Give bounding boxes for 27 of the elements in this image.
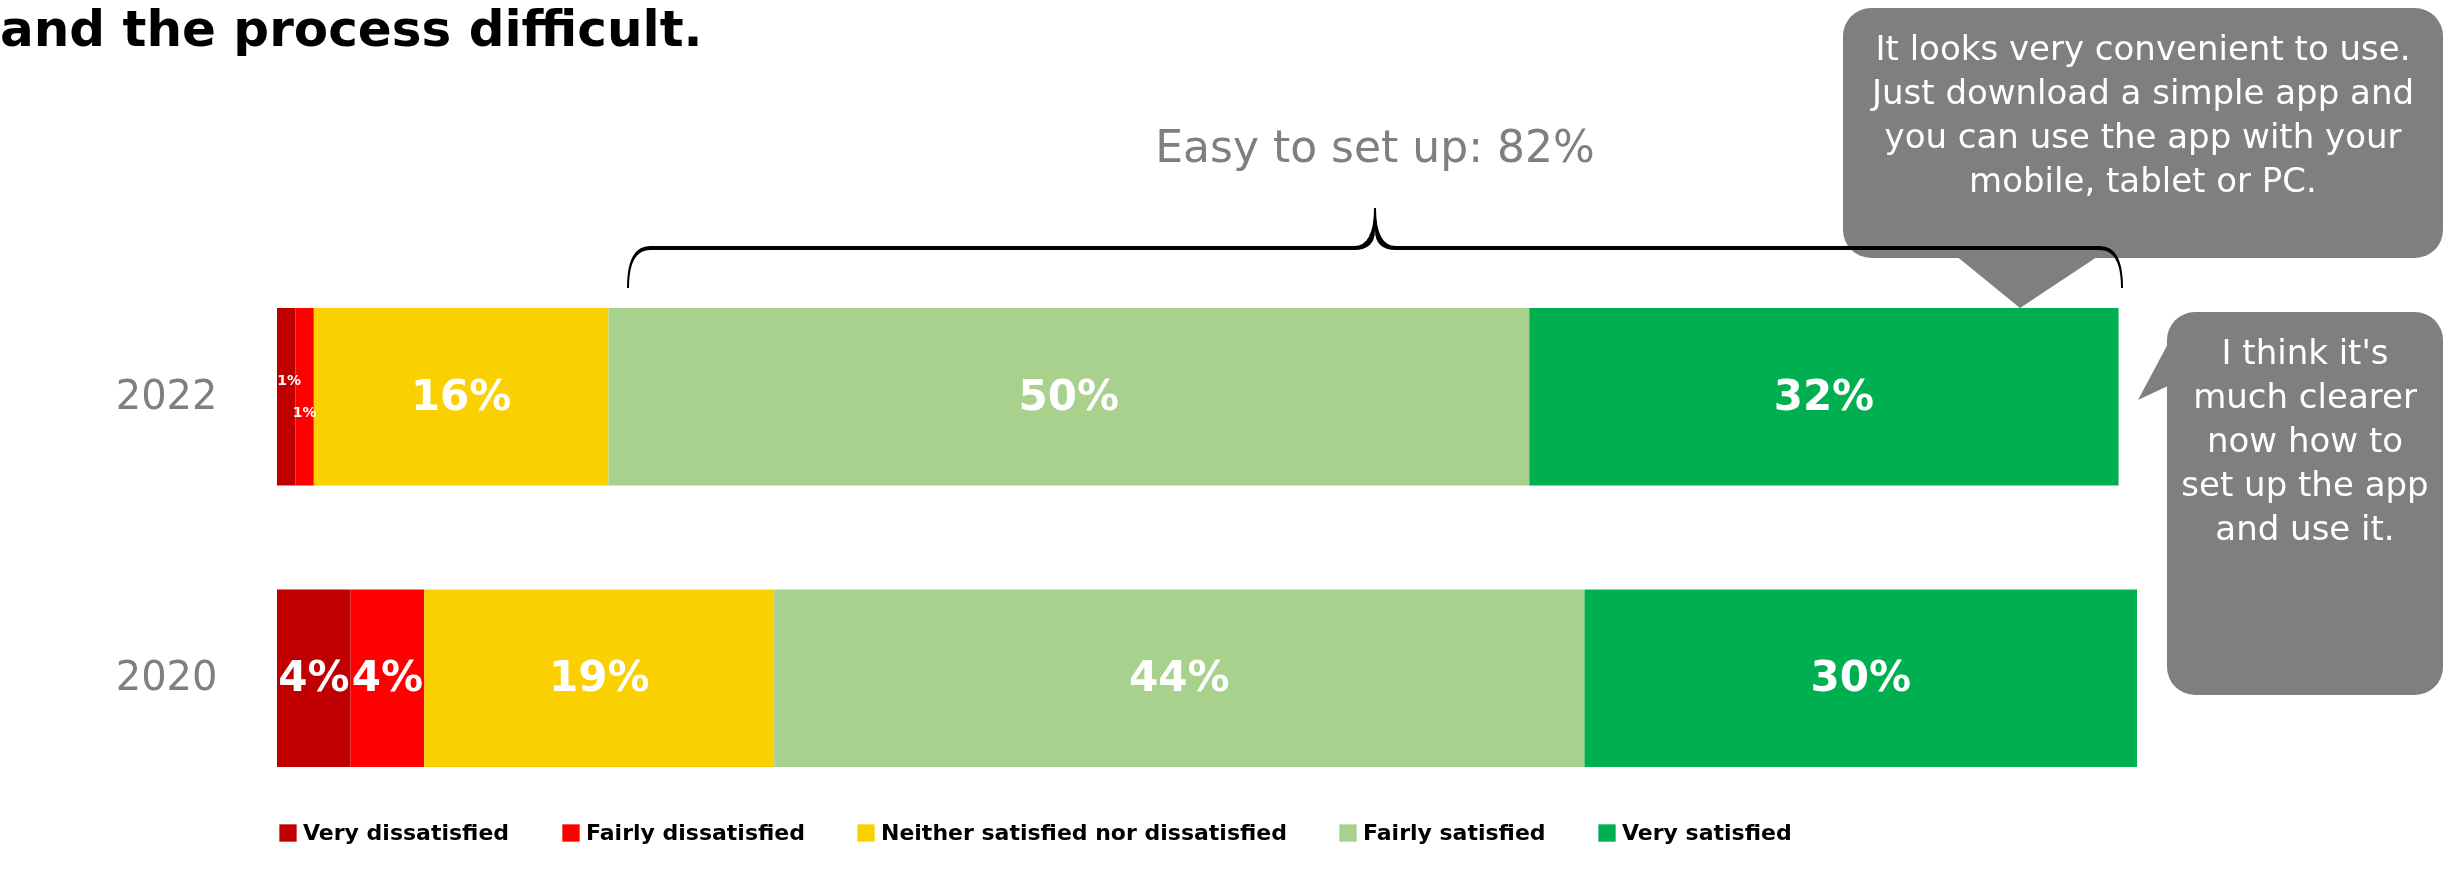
data-label: 4% — [278, 652, 350, 702]
chart-title: and the process difficult. — [0, 0, 703, 58]
legend-label: Fairly dissatisfied — [586, 820, 805, 845]
bar — [774, 589, 1585, 767]
text: I think it's much clearer now how to set up the app and use it. — [2181, 331, 2429, 550]
bar — [424, 589, 775, 767]
bar — [350, 589, 425, 767]
data-label: 44% — [1129, 652, 1230, 702]
y-tick-label: 2022 — [115, 371, 218, 418]
y-tick-label: 2020 — [115, 653, 218, 700]
data-label: 16% — [410, 370, 512, 420]
text: It looks very convenient to use. Just download a simple app and you can use the app with your mobile, tablet or PC. — [1869, 27, 2416, 202]
legend-label: Fairly satisfied — [1363, 820, 1546, 845]
data-label: 1% — [277, 371, 302, 388]
legend-label: Very satisfied — [1622, 820, 1792, 845]
legend-label: Neither satisfied nor dissatisfied — [881, 820, 1287, 845]
data-label: 50% — [1018, 370, 1120, 420]
legend-label: Very dissatisfied — [303, 820, 510, 845]
text: Easy to set up: 82% — [1154, 121, 1596, 172]
bar — [1584, 589, 2137, 767]
data-label: 32% — [1773, 370, 1875, 420]
data-label: 4% — [351, 652, 424, 702]
data-label: 19% — [549, 652, 650, 702]
bar — [277, 589, 351, 767]
data-label: 30% — [1810, 652, 1912, 702]
bar — [608, 308, 1530, 486]
bar — [1529, 308, 2119, 486]
